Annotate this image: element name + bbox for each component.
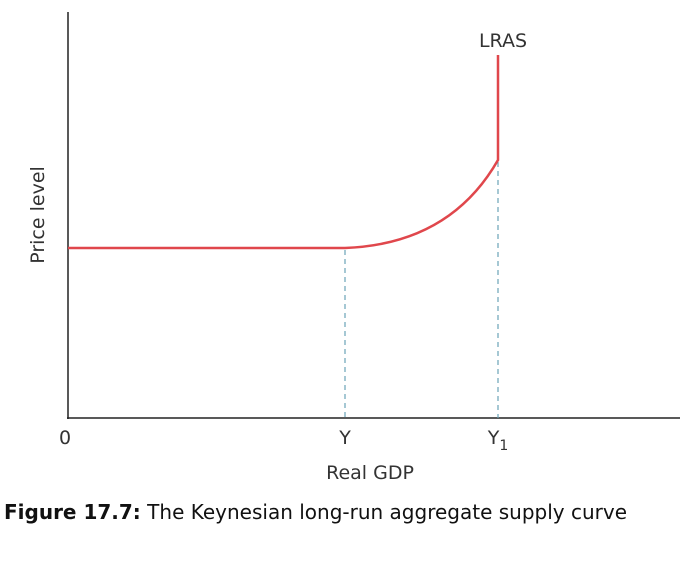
x-mark-text: Y	[487, 427, 500, 449]
caption: Figure 17.7: The Keynesian long-run aggr…	[4, 498, 664, 526]
x-axis-label: Real GDP	[326, 462, 414, 484]
diagram: Price level Real GDP 0 Y Y1 LRAS	[27, 12, 680, 484]
curve-label: LRAS	[479, 30, 527, 52]
origin-label: 0	[59, 427, 71, 449]
lras-curve	[68, 55, 500, 250]
x-mark-subscript: 1	[499, 438, 508, 454]
x-mark-label: Y1	[487, 427, 509, 454]
x-mark-label: Y	[338, 427, 351, 449]
caption-text: The Keynesian long-run aggregate supply …	[147, 500, 628, 524]
y-axis-label: Price level	[27, 166, 49, 264]
x-mark-text: Y	[338, 427, 351, 449]
caption-number: Figure 17.7:	[4, 500, 141, 524]
